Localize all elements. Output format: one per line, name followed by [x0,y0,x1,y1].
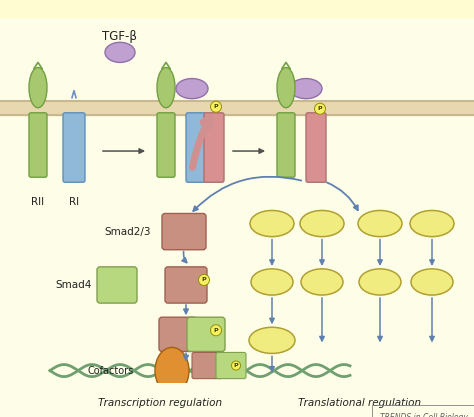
Ellipse shape [410,211,454,236]
Ellipse shape [29,68,47,108]
Text: MKK4: MKK4 [419,219,445,228]
FancyBboxPatch shape [306,113,326,182]
Text: Akt: Akt [264,277,280,286]
FancyBboxPatch shape [204,113,224,182]
Circle shape [199,274,210,286]
Circle shape [210,101,221,112]
FancyBboxPatch shape [277,113,295,177]
FancyBboxPatch shape [165,267,207,303]
Ellipse shape [359,269,401,295]
FancyBboxPatch shape [192,352,222,379]
Text: Cofactors: Cofactors [88,366,134,376]
Text: P: P [202,277,206,282]
Circle shape [231,361,240,370]
Circle shape [315,103,326,114]
Text: PI3K: PI3K [262,219,282,228]
FancyBboxPatch shape [63,113,85,182]
Ellipse shape [105,42,135,63]
Ellipse shape [300,211,344,236]
Text: TRENDS in Cell Biology: TRENDS in Cell Biology [380,413,468,417]
Ellipse shape [250,211,294,236]
Ellipse shape [249,327,295,354]
FancyBboxPatch shape [186,113,206,182]
Ellipse shape [301,269,343,295]
Text: P: P [214,328,219,333]
FancyBboxPatch shape [29,113,47,177]
FancyBboxPatch shape [187,317,225,352]
Ellipse shape [251,269,293,295]
Ellipse shape [290,78,322,99]
FancyBboxPatch shape [97,267,137,303]
Ellipse shape [411,269,453,295]
Text: Smad4: Smad4 [55,280,92,290]
Text: MKK3/6: MKK3/6 [363,219,397,228]
Bar [0,0,474,18]
FancyBboxPatch shape [157,113,175,177]
Text: TOR C1: TOR C1 [255,336,289,345]
Text: Transcription regulation: Transcription regulation [98,398,222,408]
Text: Translational regulation: Translational regulation [299,398,421,408]
FancyBboxPatch shape [216,352,246,379]
Text: Smad2/3: Smad2/3 [104,226,151,236]
Text: Erk: Erk [315,277,329,286]
Ellipse shape [155,347,189,394]
Text: JNK: JNK [424,277,439,286]
Ellipse shape [277,68,295,108]
Text: TGF-β: TGF-β [102,30,137,43]
Text: P: P [318,106,322,111]
Ellipse shape [157,68,175,108]
Text: RII: RII [31,197,45,207]
Circle shape [210,325,221,336]
FancyBboxPatch shape [159,317,197,352]
Ellipse shape [176,78,208,99]
FancyBboxPatch shape [162,214,206,250]
Text: MEK: MEK [312,219,332,228]
Ellipse shape [358,211,402,236]
Text: P: P [234,363,238,368]
Text: P: P [214,104,219,109]
Text: RI: RI [69,197,79,207]
Text: p38: p38 [371,277,389,286]
